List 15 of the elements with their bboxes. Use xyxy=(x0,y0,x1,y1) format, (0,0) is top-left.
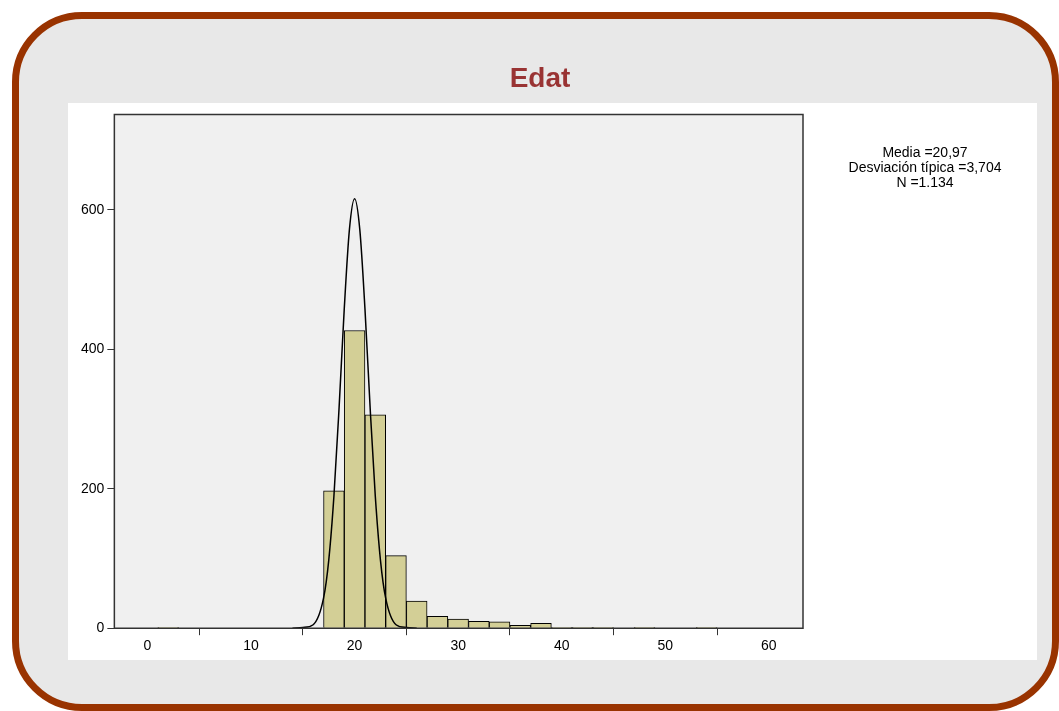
y-tick-label: 600 xyxy=(81,200,105,217)
x-tick-label: 50 xyxy=(657,637,674,654)
x-tick-label: 20 xyxy=(346,637,363,654)
x-tick-label: 30 xyxy=(450,637,467,654)
x-tick-label: 10 xyxy=(243,637,260,654)
x-tick-label: 60 xyxy=(761,637,777,654)
x-tick-label: 0 xyxy=(143,637,152,654)
chart-title: Edat xyxy=(508,62,572,94)
text: N =1.134 xyxy=(895,174,954,190)
y-tick-label: 200 xyxy=(81,479,105,496)
text: Media =20,97 xyxy=(881,144,969,160)
text: Desviación típica =3,704 xyxy=(847,159,1003,175)
y-tick-label: 400 xyxy=(81,340,105,357)
x-tick-label: 40 xyxy=(553,637,570,654)
y-tick-label: 0 xyxy=(96,619,105,636)
